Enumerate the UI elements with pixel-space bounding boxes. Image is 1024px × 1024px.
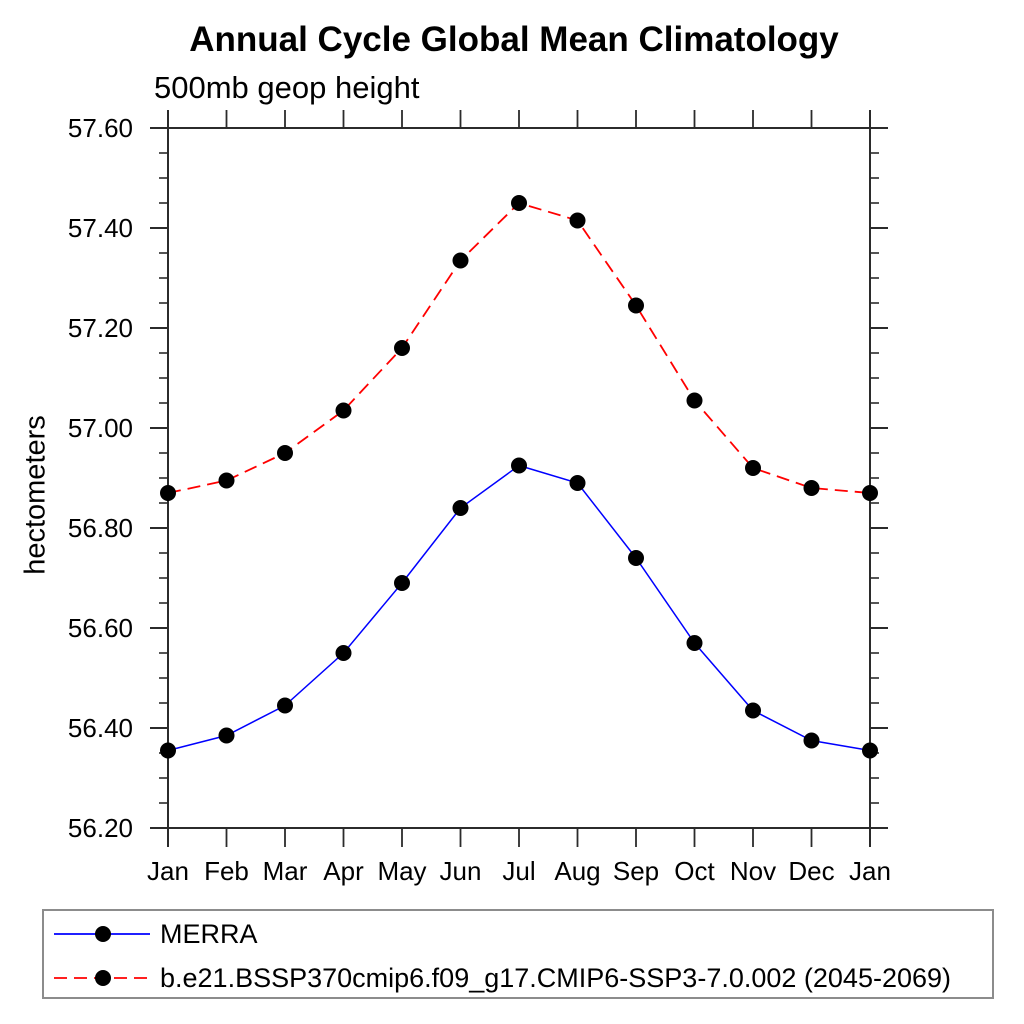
series-line-0 [167,464,871,752]
x-tick-label: Jul [502,856,535,886]
y-tick-label: 56.60 [68,613,133,643]
x-tick-label: Mar [263,856,308,886]
legend-item-model: b.e21.BSSP370cmip6.f09_g17.CMIP6-SSP3-7.… [49,963,951,993]
data-point-marker-s0-11 [803,732,820,749]
legend-label-merra: MERRA [160,918,258,949]
x-tick-label: Dec [788,856,834,886]
y-tick-label: 57.40 [68,213,133,243]
data-point-marker-s0-6 [511,457,527,474]
data-point-marker-s1-10 [745,460,761,476]
y-tick-label: 57.00 [68,413,133,443]
y-tick-label: 57.60 [68,113,133,143]
x-tick-label: Jan [849,856,891,886]
data-point-marker-s0-7 [569,475,586,491]
data-point-marker-s1-9 [686,392,703,409]
x-tick-label: Sep [613,856,659,886]
legend-key-merra-icon [54,926,150,942]
data-point-marker-s1-2 [277,445,293,461]
data-point-marker-s1-8 [628,297,644,314]
legend-label-model: b.e21.BSSP370cmip6.f09_g17.CMIP6-SSP3-7.… [160,962,952,993]
data-point-marker-s0-10 [745,702,761,719]
legend-key-model-icon [54,970,150,986]
series-line-1 [167,201,871,494]
legend: MERRA b.e21.BSSP370cmip6.f09_g17.CMIP6-S… [42,909,994,999]
data-point-marker-s1-12 [862,485,878,501]
y-tick-label: 56.20 [68,813,133,843]
y-tick-label: 56.80 [68,513,133,543]
x-tick-label: Feb [204,856,249,886]
data-point-marker-s0-2 [277,697,293,714]
y-tick-label: 56.40 [68,713,133,743]
x-tick-label: Jun [440,856,482,886]
x-tick-label: May [377,856,426,886]
chart-subtitle: 500mb geop height [154,70,420,105]
data-point-marker-s1-11 [803,480,820,496]
data-point-marker-s0-5 [452,500,469,516]
x-tick-label: Aug [554,856,600,886]
data-point-marker-s0-12 [862,742,878,759]
data-point-marker-s0-0 [160,742,176,759]
data-point-marker-s1-4 [394,340,410,356]
x-tick-label: Nov [730,856,776,886]
data-point-marker-s0-3 [335,645,352,661]
x-tick-label: Oct [674,856,715,886]
data-point-marker-s0-9 [686,635,703,651]
y-tick-label: 57.20 [68,313,133,343]
legend-item-merra: MERRA [49,919,258,949]
data-point-marker-s1-0 [160,485,176,501]
data-point-marker-s1-3 [335,402,352,419]
data-point-marker-s0-8 [628,550,644,566]
data-point-marker-s0-4 [394,575,410,591]
data-point-marker-s1-1 [218,472,235,489]
data-point-marker-s0-1 [218,727,235,744]
x-tick-label: Jan [147,856,189,886]
data-point-marker-s1-6 [511,195,527,211]
data-point-marker-s1-7 [569,212,586,229]
data-point-marker-s1-5 [452,252,469,269]
x-tick-label: Apr [323,856,364,886]
chart-title: Annual Cycle Global Mean Climatology [189,20,839,59]
